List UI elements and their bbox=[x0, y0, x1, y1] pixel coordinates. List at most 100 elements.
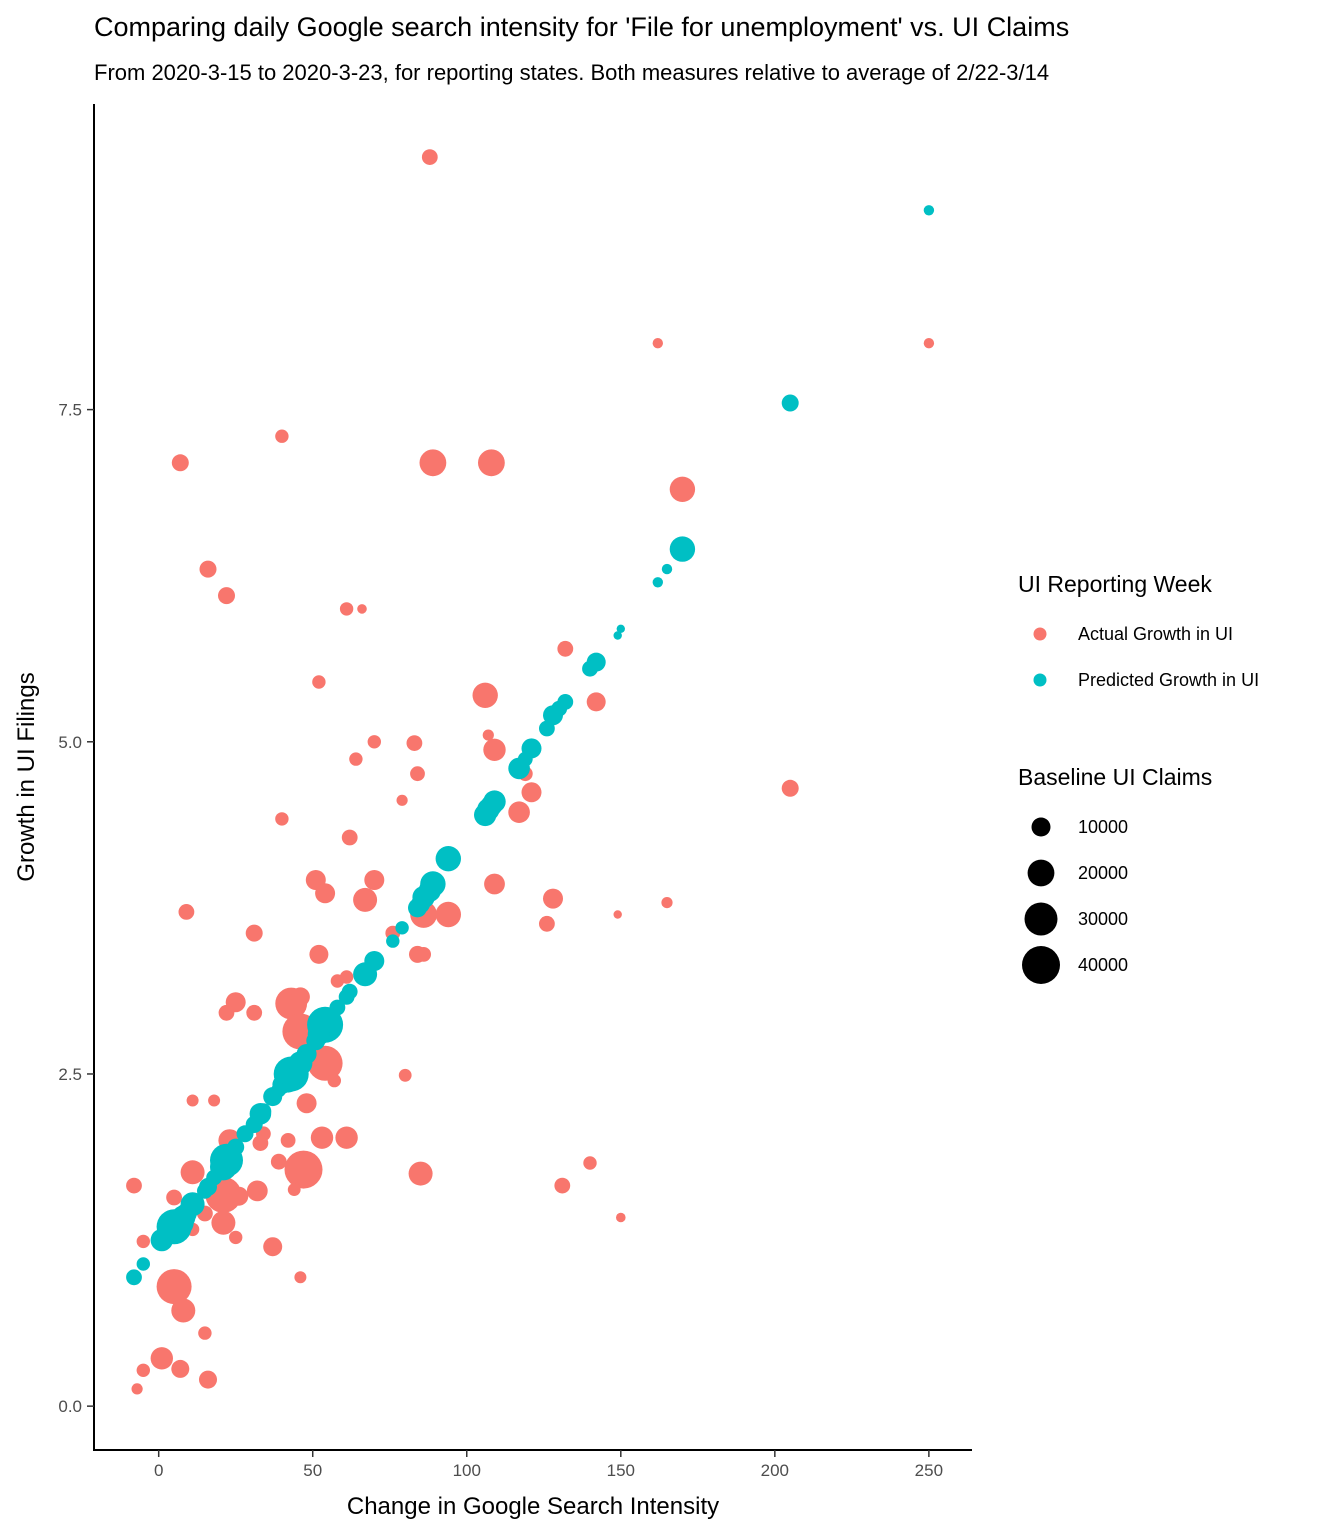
actual-point bbox=[583, 1156, 597, 1170]
actual-point bbox=[131, 1383, 143, 1395]
actual-point bbox=[312, 675, 326, 689]
size-legend-label: 20000 bbox=[1078, 863, 1128, 883]
series-actual bbox=[126, 149, 935, 1395]
actual-point bbox=[482, 729, 494, 741]
actual-point bbox=[150, 1347, 173, 1370]
actual-point bbox=[211, 1210, 236, 1235]
actual-point bbox=[349, 752, 363, 766]
actual-point bbox=[586, 692, 606, 712]
predicted-point bbox=[435, 846, 461, 872]
predicted-point bbox=[508, 757, 530, 780]
y-tick-label: 7.5 bbox=[58, 401, 82, 420]
actual-point bbox=[171, 454, 189, 472]
actual-point bbox=[246, 1180, 268, 1202]
actual-point bbox=[218, 587, 235, 605]
chart-title: Comparing daily Google search intensity … bbox=[94, 12, 1070, 42]
color-legend-label: Actual Growth in UI bbox=[1078, 624, 1233, 644]
actual-point bbox=[554, 1177, 571, 1194]
actual-point bbox=[661, 897, 673, 909]
size-legend-key bbox=[1024, 902, 1058, 936]
size-legend: Baseline UI Claims 10000 20000 30000 40000 bbox=[1018, 764, 1212, 984]
predicted-point bbox=[543, 705, 563, 726]
actual-point bbox=[416, 947, 431, 962]
x-tick-label: 250 bbox=[915, 1461, 943, 1480]
actual-point bbox=[341, 829, 358, 846]
predicted-point bbox=[669, 536, 696, 562]
x-axis-ticks: 0 50 100 150 200 250 bbox=[154, 1450, 943, 1480]
predicted-point bbox=[353, 962, 378, 987]
series-predicted bbox=[126, 205, 935, 1286]
x-tick-label: 50 bbox=[303, 1461, 322, 1480]
predicted-point bbox=[126, 1269, 142, 1286]
actual-point bbox=[367, 735, 381, 749]
actual-point bbox=[180, 1160, 205, 1185]
predicted-point bbox=[661, 563, 673, 575]
actual-point bbox=[166, 1189, 183, 1206]
actual-point bbox=[557, 640, 574, 657]
predicted-point bbox=[395, 921, 409, 935]
actual-point bbox=[357, 604, 367, 614]
size-legend-label: 10000 bbox=[1078, 817, 1128, 837]
actual-point bbox=[478, 449, 505, 477]
size-legend-key bbox=[1031, 817, 1051, 837]
actual-point bbox=[616, 1212, 626, 1223]
color-legend: UI Reporting Week Actual Growth in UI Pred… bbox=[1018, 571, 1259, 690]
actual-point bbox=[252, 1135, 269, 1151]
actual-point bbox=[229, 1186, 249, 1206]
actual-point bbox=[339, 602, 354, 616]
actual-point bbox=[136, 1363, 150, 1378]
predicted-point bbox=[474, 803, 497, 827]
predicted-point bbox=[263, 1087, 283, 1107]
x-tick-label: 0 bbox=[154, 1461, 163, 1480]
actual-point bbox=[327, 1073, 341, 1088]
actual-point bbox=[156, 1269, 192, 1305]
actual-point bbox=[199, 1370, 217, 1389]
actual-point bbox=[483, 738, 506, 761]
actual-point bbox=[419, 449, 447, 477]
actual-point bbox=[208, 1094, 221, 1107]
actual-point bbox=[198, 1326, 212, 1340]
predicted-point bbox=[197, 1183, 213, 1199]
size-legend-key bbox=[1022, 946, 1060, 984]
predicted-point bbox=[136, 1257, 150, 1271]
actual-point bbox=[136, 1234, 150, 1249]
color-legend-title: UI Reporting Week bbox=[1018, 571, 1212, 597]
actual-point bbox=[339, 970, 354, 984]
predicted-point bbox=[539, 720, 555, 737]
predicted-point bbox=[616, 624, 625, 633]
predicted-point bbox=[408, 898, 427, 918]
actual-point bbox=[171, 1298, 196, 1323]
actual-point bbox=[435, 901, 461, 928]
y-tick-label: 0.0 bbox=[58, 1397, 82, 1416]
y-axis-ticks: 0.0 2.5 5.0 7.5 bbox=[58, 401, 94, 1416]
color-legend-key bbox=[1033, 673, 1047, 687]
actual-point bbox=[484, 873, 505, 895]
actual-point bbox=[781, 779, 799, 797]
actual-point bbox=[508, 801, 530, 823]
actual-point bbox=[310, 1126, 334, 1149]
actual-point bbox=[178, 904, 195, 920]
predicted-point bbox=[386, 934, 400, 948]
actual-point bbox=[126, 1177, 142, 1194]
actual-point bbox=[472, 682, 498, 708]
color-legend-key bbox=[1033, 627, 1047, 641]
actual-point bbox=[229, 1230, 243, 1245]
actual-point bbox=[669, 476, 696, 502]
x-tick-label: 200 bbox=[761, 1461, 789, 1480]
actual-point bbox=[335, 1126, 358, 1149]
x-axis-title: Change in Google Search Intensity bbox=[347, 1493, 719, 1520]
actual-point bbox=[171, 1359, 190, 1378]
predicted-point bbox=[652, 577, 663, 588]
actual-point bbox=[652, 338, 663, 349]
actual-point bbox=[398, 1068, 412, 1082]
y-axis-title: Growth in UI Filings bbox=[13, 672, 40, 881]
predicted-point bbox=[613, 631, 622, 640]
actual-point bbox=[353, 887, 378, 912]
actual-point bbox=[521, 782, 542, 803]
size-legend-key bbox=[1027, 859, 1055, 887]
actual-point bbox=[275, 429, 289, 443]
size-legend-label: 30000 bbox=[1078, 909, 1128, 929]
size-legend-title: Baseline UI Claims bbox=[1018, 764, 1212, 790]
actual-point bbox=[280, 1133, 296, 1148]
actual-point bbox=[421, 149, 438, 166]
